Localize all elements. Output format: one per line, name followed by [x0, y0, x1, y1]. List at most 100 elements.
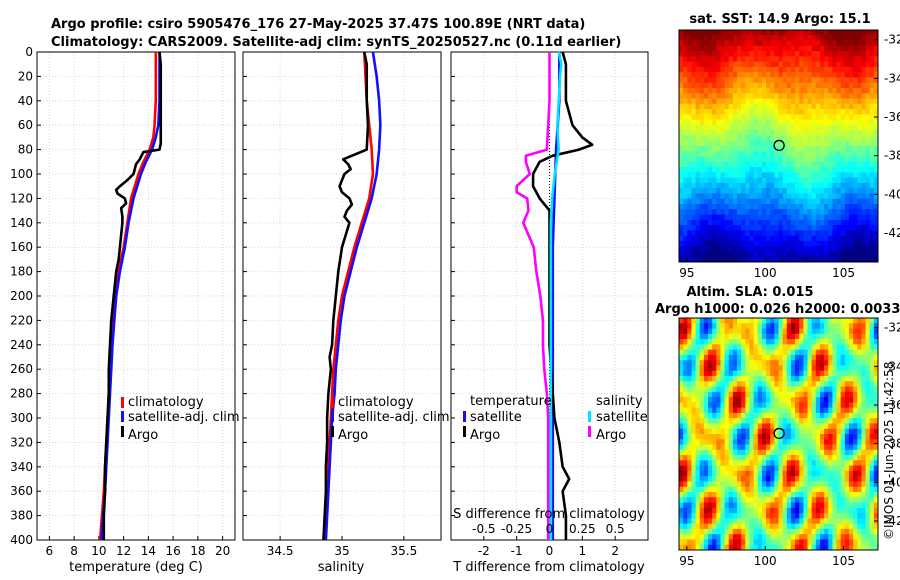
map-cell: [865, 318, 871, 324]
map-cell: [861, 507, 866, 514]
sla-map-title1: Altim. SLA: 0.015: [687, 285, 814, 300]
map-cell: [790, 219, 796, 226]
x-tick-label: 20: [215, 544, 230, 558]
map-cell: [716, 103, 721, 110]
map-cell: [790, 156, 796, 163]
map-cell: [865, 188, 871, 194]
map-cell: [708, 172, 713, 179]
map-cell: [679, 492, 684, 498]
map-cell: [687, 476, 692, 482]
x-tick-label: 8: [70, 544, 78, 558]
map-cell: [803, 45, 808, 52]
map-cell: [732, 360, 738, 366]
map-cell: [840, 492, 846, 498]
map-cell: [749, 528, 755, 535]
map-cell: [799, 230, 804, 237]
map-cell: [737, 256, 742, 263]
map-cell: [807, 77, 813, 84]
map-cell: [691, 61, 696, 68]
map-cell: [803, 360, 808, 366]
map-cell: [786, 349, 792, 356]
map-cell: [811, 151, 817, 157]
map-cell: [687, 481, 692, 488]
map-cell: [749, 177, 755, 184]
map-cell: [691, 370, 696, 377]
map-cell: [766, 51, 771, 57]
map-cell: [782, 246, 788, 252]
map-cell: [761, 397, 767, 403]
map-cell: [811, 235, 817, 242]
map-cell: [853, 45, 858, 52]
map-cell: [745, 391, 750, 398]
map-cell: [716, 539, 721, 546]
map-cell: [699, 114, 705, 121]
map-cell: [861, 544, 866, 551]
map-cell: [861, 386, 866, 393]
map-cell: [828, 193, 833, 200]
map-cell: [840, 318, 846, 324]
map-cell: [861, 225, 866, 231]
map-cell: [732, 151, 738, 157]
map-cell: [712, 486, 717, 493]
map-cell: [807, 397, 813, 403]
map-cell: [782, 204, 788, 210]
map-cell: [741, 534, 746, 540]
map-cell: [708, 513, 713, 519]
map-cell: [732, 513, 738, 519]
map-cell: [790, 82, 796, 89]
map-cell: [712, 172, 717, 179]
map-cell: [699, 439, 705, 445]
map-cell: [679, 465, 684, 472]
map-cell: [865, 333, 871, 340]
map-cell: [853, 365, 858, 372]
map-cell: [757, 481, 763, 488]
map-cell: [828, 51, 833, 57]
map-cell: [819, 407, 825, 414]
map-cell: [712, 51, 717, 57]
map-cell: [807, 544, 813, 551]
map-cell: [716, 256, 721, 263]
map-cell: [832, 349, 837, 356]
map-cell: [728, 93, 734, 99]
map-cell: [836, 124, 842, 131]
map-cell: [819, 344, 825, 351]
map-cell: [799, 481, 804, 488]
map-cell: [786, 51, 792, 57]
map-cell: [679, 370, 684, 377]
map-cell: [679, 349, 684, 356]
map-cell: [749, 439, 755, 445]
map-cell: [815, 214, 821, 221]
map-cell: [873, 318, 879, 324]
map-cell: [753, 470, 759, 477]
map-cell: [778, 103, 784, 110]
map-cell: [819, 434, 825, 440]
map-cell: [703, 72, 709, 78]
map-cell: [848, 251, 854, 258]
map-cell: [683, 360, 688, 366]
map-cell: [853, 497, 858, 503]
map-cell: [803, 376, 808, 382]
map-cell: [873, 188, 879, 194]
map-cell: [737, 161, 742, 168]
map-cell: [811, 397, 817, 403]
x-tick-label: 1: [579, 544, 587, 558]
map-cell: [737, 230, 742, 237]
map-cell: [724, 167, 730, 173]
map-cell: [857, 61, 862, 68]
map-cell: [732, 518, 738, 525]
map-cell: [803, 56, 808, 63]
map-cell: [745, 486, 750, 493]
map-cell: [703, 214, 709, 221]
map-cell: [786, 40, 792, 47]
map-cell: [778, 93, 784, 99]
map-cell: [699, 492, 705, 498]
map-cell: [815, 93, 821, 99]
map-cell: [848, 449, 854, 456]
map-cell: [840, 40, 846, 47]
map-cell: [753, 35, 759, 41]
map-cell: [737, 240, 742, 247]
map-cell: [799, 161, 804, 168]
map-cell: [687, 193, 692, 200]
map-cell: [749, 146, 755, 152]
map-cell: [819, 140, 825, 147]
